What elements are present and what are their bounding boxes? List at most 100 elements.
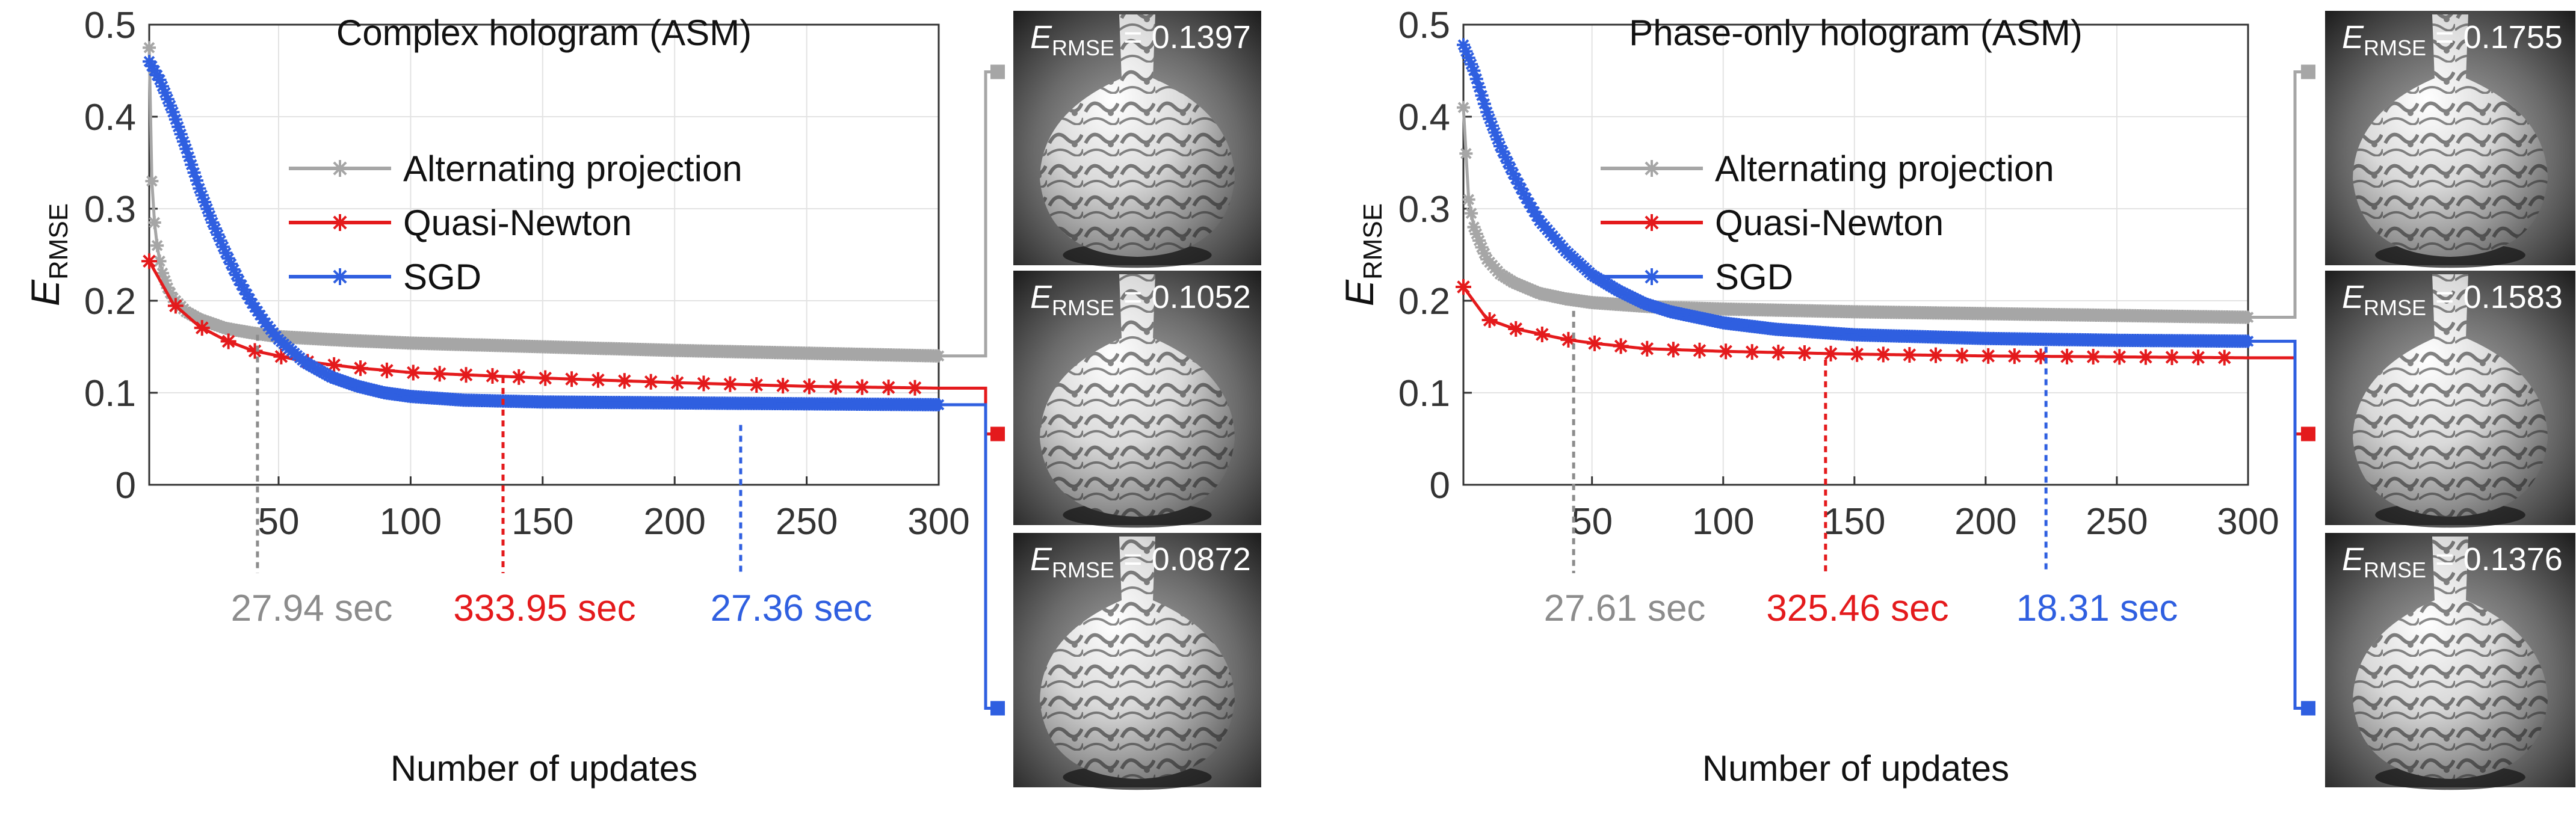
series-marker bbox=[206, 215, 220, 229]
series-marker bbox=[200, 202, 214, 216]
series-marker bbox=[1462, 192, 1475, 206]
series-marker bbox=[643, 374, 659, 390]
vase-dragon-pattern bbox=[1040, 14, 1235, 257]
thumbnail-label-main: E bbox=[2342, 279, 2364, 315]
series-quasi-newton bbox=[141, 253, 939, 396]
series-marker bbox=[1744, 344, 1760, 360]
thumbnail-1: ERMSE = 0.1397 bbox=[1013, 11, 1261, 268]
thumbnail-label-value: = 0.1755 bbox=[2426, 19, 2563, 55]
y-tick-label: 0 bbox=[116, 465, 136, 506]
series-marker bbox=[190, 174, 203, 188]
thumbnail-label-value: = 0.1376 bbox=[2426, 541, 2563, 577]
thumbnail-label-main: E bbox=[1030, 19, 1052, 55]
series-marker bbox=[185, 158, 199, 171]
series-marker bbox=[1613, 338, 1629, 354]
annotation-label: 27.94 sec bbox=[231, 588, 393, 629]
series-marker bbox=[1691, 342, 1708, 358]
legend-label: SGD bbox=[1715, 257, 1793, 297]
series-marker bbox=[1457, 38, 1470, 52]
series-marker bbox=[247, 343, 263, 359]
y-axis-label: ERMSE bbox=[23, 203, 73, 306]
series-marker bbox=[1504, 161, 1518, 175]
series-marker bbox=[182, 150, 196, 164]
series-marker bbox=[147, 215, 161, 229]
chart-title: Phase-only hologram (ASM) bbox=[1629, 13, 2083, 53]
x-tick-label: 300 bbox=[907, 501, 969, 543]
x-tick-label: 250 bbox=[2086, 501, 2148, 543]
series-marker bbox=[2111, 349, 2128, 365]
series-marker bbox=[161, 281, 175, 295]
y-tick-label: 0.5 bbox=[1398, 5, 1450, 46]
legend-label: Alternating projection bbox=[403, 149, 743, 189]
connector-endpoint bbox=[2301, 426, 2315, 441]
series-marker bbox=[145, 174, 159, 188]
annotation-label: 325.46 sec bbox=[1766, 588, 1948, 629]
thumbnail-error-label: ERMSE = 0.1052 bbox=[1030, 279, 1251, 320]
series-marker bbox=[827, 378, 844, 395]
x-tick-label: 300 bbox=[2217, 501, 2279, 543]
thumbnail-error-label: ERMSE = 0.1376 bbox=[2342, 541, 2563, 582]
series-sgd bbox=[143, 55, 945, 411]
series-marker bbox=[801, 378, 817, 395]
series-line bbox=[147, 48, 939, 358]
series-marker bbox=[235, 278, 249, 292]
series-marker bbox=[240, 288, 254, 301]
series-alternating-projection bbox=[1457, 100, 2255, 324]
series-marker bbox=[1459, 45, 1473, 58]
vase-dragon-pattern bbox=[2353, 14, 2548, 257]
thumbnail-label-main: E bbox=[1030, 541, 1052, 577]
y-axis-label-sub: RMSE bbox=[44, 203, 73, 280]
series-marker bbox=[696, 375, 712, 392]
series-marker bbox=[1456, 279, 1471, 295]
series-marker bbox=[242, 292, 256, 306]
series-marker bbox=[153, 254, 167, 268]
series-marker bbox=[211, 228, 225, 242]
series-marker bbox=[484, 368, 501, 384]
series-marker bbox=[1522, 196, 1536, 210]
series-marker bbox=[616, 373, 632, 389]
thumbnail-error-label: ERMSE = 0.1583 bbox=[2342, 279, 2563, 320]
series-quasi-newton bbox=[1456, 279, 2249, 366]
y-tick-label: 0.2 bbox=[1398, 281, 1450, 322]
annotation-label: 27.61 sec bbox=[1544, 588, 1706, 629]
series-marker bbox=[155, 266, 169, 280]
thumbnail-label-sub: RMSE bbox=[2364, 295, 2426, 320]
legend-marker bbox=[332, 214, 348, 231]
series-marker bbox=[1770, 345, 1787, 361]
series-marker bbox=[1517, 186, 1531, 200]
series-marker bbox=[143, 55, 156, 69]
series-marker bbox=[164, 99, 178, 112]
series-marker bbox=[2033, 348, 2049, 364]
legend-label: SGD bbox=[403, 257, 481, 297]
series-marker bbox=[221, 251, 235, 265]
y-tick-label: 0.4 bbox=[1398, 97, 1450, 138]
annotation-label: 18.31 sec bbox=[2016, 588, 2178, 629]
y-tick-label: 0.3 bbox=[84, 189, 136, 230]
series-marker bbox=[1587, 335, 1603, 351]
legend-label: Quasi-Newton bbox=[1715, 203, 1944, 243]
grid-lines bbox=[1463, 24, 2249, 485]
legend-label: Quasi-Newton bbox=[403, 203, 632, 243]
series-alternating-projection bbox=[143, 41, 945, 363]
thumbnail-error-label: ERMSE = 0.0872 bbox=[1030, 541, 1251, 582]
series-marker bbox=[1475, 88, 1489, 102]
series-marker bbox=[143, 41, 156, 55]
series-marker bbox=[1823, 345, 1839, 361]
connector-endpoint bbox=[990, 426, 1005, 441]
series-marker bbox=[1534, 326, 1550, 342]
thumbnail-label-sub: RMSE bbox=[2364, 35, 2426, 60]
x-tick-label: 200 bbox=[1954, 501, 2016, 543]
series-marker bbox=[1467, 64, 1481, 78]
series-marker bbox=[229, 268, 243, 282]
connector-endpoint bbox=[990, 701, 1005, 716]
series-marker bbox=[1459, 147, 1473, 161]
series-marker bbox=[2085, 349, 2101, 365]
vase-dragon-pattern bbox=[2353, 274, 2548, 517]
thumbnail-label-value: = 0.1052 bbox=[1114, 279, 1251, 315]
thumbnail-label-sub: RMSE bbox=[1052, 558, 1114, 582]
series-marker bbox=[198, 195, 212, 209]
series-marker bbox=[150, 239, 164, 253]
y-axis-label: ERMSE bbox=[1337, 203, 1388, 306]
series-marker bbox=[880, 380, 897, 396]
